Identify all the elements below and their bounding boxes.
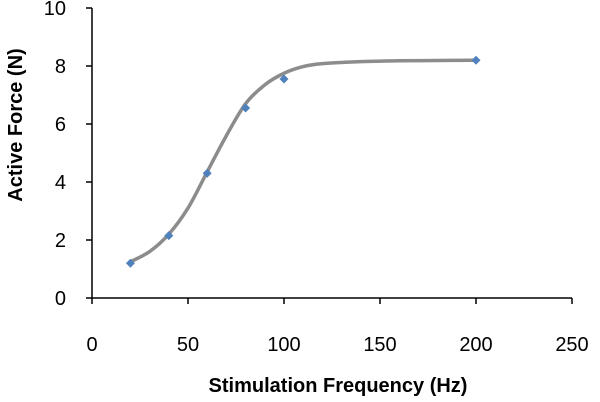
y-tick-label: 2 — [55, 230, 66, 252]
fit-curve — [128, 58, 478, 264]
chart-axes — [91, 8, 572, 299]
y-tick-label: 8 — [55, 56, 66, 78]
data-point — [164, 231, 174, 241]
x-tick-label: 150 — [363, 334, 396, 356]
data-point — [471, 55, 481, 65]
y-axis-title: Active Force (N) — [5, 48, 27, 201]
x-tick-label: 0 — [86, 334, 97, 356]
y-tick-label: 6 — [55, 114, 66, 136]
y-axis-ticks: 0 2 4 6 8 10 — [44, 0, 92, 310]
x-tick-label: 250 — [555, 334, 588, 356]
data-point — [241, 103, 251, 113]
data-points — [125, 55, 481, 268]
y-tick-label: 4 — [55, 172, 66, 194]
x-tick-label: 100 — [267, 334, 300, 356]
data-point — [202, 168, 212, 178]
data-point — [279, 74, 289, 84]
data-point — [125, 258, 135, 268]
x-axis-ticks: 0 50 100 150 200 250 — [86, 298, 589, 356]
x-tick-label: 50 — [177, 334, 199, 356]
x-axis-title: Stimulation Frequency (Hz) — [209, 375, 468, 397]
x-tick-label: 200 — [459, 334, 492, 356]
y-tick-label: 10 — [44, 0, 66, 20]
y-tick-label: 0 — [55, 288, 66, 310]
